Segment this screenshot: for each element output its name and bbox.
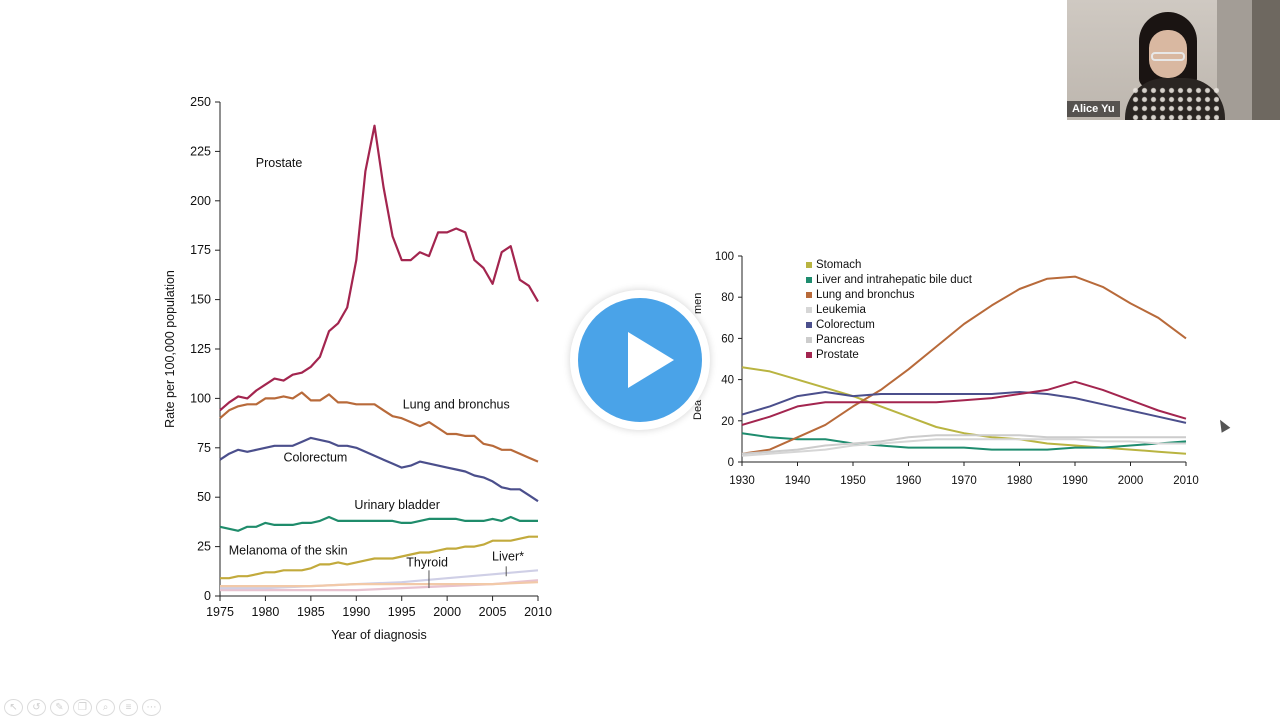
- x-tick-label: 1975: [206, 605, 234, 619]
- x-tick-label: 2000: [433, 605, 461, 619]
- x-tick-label: 2010: [1173, 475, 1199, 487]
- x-tick-label: 1980: [1007, 475, 1033, 487]
- participant-glasses: [1151, 52, 1185, 61]
- y-tick-label: 200: [190, 194, 211, 208]
- legend-label-stomach: Stomach: [816, 259, 861, 271]
- play-label: Play video: [570, 290, 571, 291]
- play-circle: [578, 298, 702, 422]
- x-tick-label: 1950: [840, 475, 866, 487]
- series-line-stomach: [741, 366, 1187, 455]
- background-shelf: [1252, 0, 1280, 120]
- y-tick-label: 25: [197, 540, 211, 554]
- legend-label-pancreas: Pancreas: [816, 334, 865, 346]
- annotation-toolbar: ↖ ↺ ✎ ❐ ⌕ ≡ ⋯: [4, 699, 161, 716]
- y-tick-label: 225: [190, 144, 211, 158]
- y-tick-label: 100: [190, 391, 211, 405]
- legend-label-prostate: Prostate: [816, 349, 859, 361]
- y-tick-label: 60: [721, 333, 734, 345]
- x-tick-label: 1970: [951, 475, 977, 487]
- x-tick-label: 1985: [297, 605, 325, 619]
- y-tick-label: 250: [190, 95, 211, 109]
- y-tick-label: 100: [715, 251, 734, 263]
- y-tick-label: 125: [190, 342, 211, 356]
- y-tick-label: 175: [190, 243, 211, 257]
- pen-icon[interactable]: ✎: [50, 699, 69, 716]
- play-button[interactable]: Play video: [570, 290, 710, 430]
- y-tick-label: 0: [204, 589, 211, 603]
- pointer-icon[interactable]: ↖: [4, 699, 23, 716]
- y-tick-label: 80: [721, 292, 734, 304]
- x-tick-label: 2005: [479, 605, 507, 619]
- series-line-other: [220, 581, 539, 588]
- play-icon: [628, 332, 674, 388]
- series-line-colorectum: [741, 391, 1187, 424]
- series-label-thyroid: Thyroid: [406, 555, 448, 569]
- x-tick-label: 1960: [896, 475, 922, 487]
- legend-label-leukemia: Leukemia: [816, 304, 866, 316]
- y-tick-label: 20: [721, 416, 734, 428]
- x-tick-label: 2010: [524, 605, 552, 619]
- x-tick-label: 1980: [252, 605, 280, 619]
- series-line-melanoma-of-the-skin: [220, 535, 538, 580]
- undo-icon[interactable]: ↺: [27, 699, 46, 716]
- legend-label-lung-and-bronchus: Lung and bronchus: [816, 289, 915, 301]
- legend-swatch-pancreas: [806, 337, 812, 343]
- participant-shirt-pattern: [1131, 86, 1219, 120]
- series-line-lung-and-bronchus: [219, 391, 539, 463]
- menu-icon[interactable]: ≡: [119, 699, 138, 716]
- series-line-leukemia: [741, 438, 1186, 457]
- participant-name: Alice Yu: [1067, 101, 1120, 117]
- zoom-icon[interactable]: ⌕: [96, 699, 115, 716]
- x-tick-label: 1940: [785, 475, 811, 487]
- incidence-chart: 0 25 50 75 100 125 150 175 200 225 250 1975 1980 1985…: [163, 95, 552, 642]
- series-line-prostate: [219, 124, 539, 412]
- legend-swatch-leukemia: [806, 307, 812, 313]
- mortality-chart: 0 20 40 60 80 100 1930 1940 1950 1960 1970 1980 1990…: [692, 251, 1199, 487]
- y-axis-label: Rate per 100,000 population: [163, 270, 177, 428]
- legend-swatch-liver-and-intrahepatic-bile-duct: [806, 277, 812, 283]
- series-label-colorectum: Colorectum: [283, 451, 347, 465]
- x-tick-label: 2000: [1118, 475, 1144, 487]
- series-label-urinary-bladder: Urinary bladder: [354, 498, 439, 512]
- series-label-melanoma-of-the-skin: Melanoma of the skin: [229, 544, 348, 558]
- y-axis-label-end: men: [692, 293, 704, 314]
- legend-swatch-stomach: [806, 262, 812, 268]
- legend-label-liver-and-intrahepatic-bile-duct: Liver and intrahepatic bile duct: [816, 274, 973, 286]
- y-tick-label: 150: [190, 293, 211, 307]
- y-tick-label: 75: [197, 441, 211, 455]
- series-label-liver: Liver*: [492, 549, 524, 563]
- participant-video[interactable]: Alice Yu: [1067, 0, 1280, 120]
- series-line-liver-and-intrahepatic-bile-duct: [741, 432, 1187, 451]
- series-label-lung-and-bronchus: Lung and bronchus: [403, 397, 510, 411]
- series-line-lung-and-bronchus: [741, 275, 1187, 455]
- y-tick-label: 0: [728, 457, 734, 469]
- x-axis-label: Year of diagnosis: [331, 628, 426, 642]
- series-line-urinary-bladder: [219, 515, 538, 532]
- legend-swatch-lung-and-bronchus: [806, 292, 812, 298]
- copy-icon[interactable]: ❐: [73, 699, 92, 716]
- legend-swatch-prostate: [806, 352, 812, 358]
- participant-face: [1149, 30, 1187, 78]
- series-line-prostate: [741, 380, 1187, 426]
- x-tick-label: 1990: [342, 605, 370, 619]
- x-tick-label: 1995: [388, 605, 416, 619]
- x-tick-label: 1930: [729, 475, 755, 487]
- series-line-pancreas: [741, 434, 1186, 455]
- legend-swatch-colorectum: [806, 322, 812, 328]
- series-line-colorectum: [219, 436, 539, 503]
- y-tick-label: 40: [721, 375, 734, 387]
- y-axis-label-start: Dea: [692, 399, 704, 420]
- y-tick-label: 50: [197, 490, 211, 504]
- more-icon[interactable]: ⋯: [142, 699, 161, 716]
- series-label-prostate: Prostate: [256, 156, 303, 170]
- legend-label-colorectum: Colorectum: [816, 319, 875, 331]
- x-tick-label: 1990: [1062, 475, 1088, 487]
